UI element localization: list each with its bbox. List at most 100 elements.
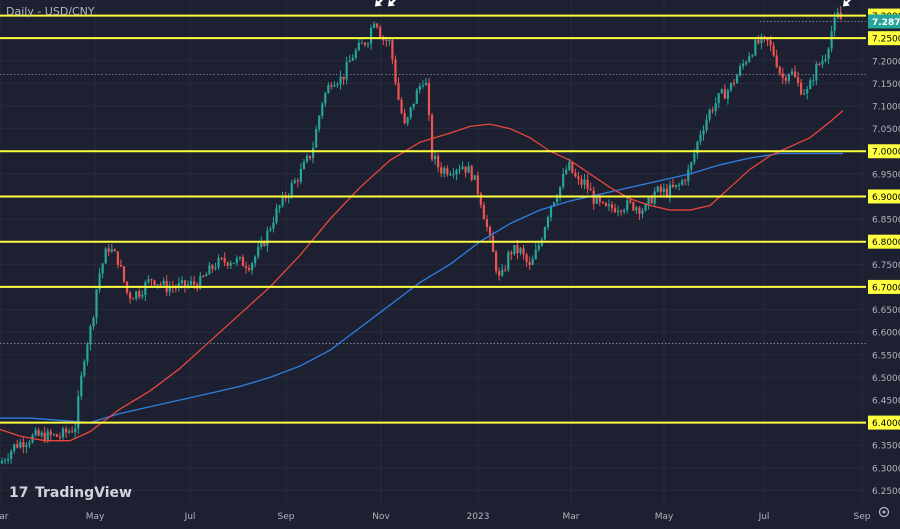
candle-body <box>513 245 516 254</box>
moving-averages <box>0 110 844 442</box>
candle-body <box>714 103 717 112</box>
candle-body <box>626 200 629 211</box>
candle-body <box>748 56 751 62</box>
candle-body <box>452 174 455 176</box>
candle-body <box>617 210 620 213</box>
candle-body <box>745 61 748 64</box>
candle-body <box>546 217 550 228</box>
candle-body <box>28 442 31 445</box>
level-badge-label: 6.7000 <box>872 283 900 293</box>
candle-body <box>238 256 241 259</box>
candle-body <box>790 71 794 75</box>
markers <box>375 0 852 7</box>
candle-body <box>113 249 116 252</box>
candle-body <box>552 202 556 206</box>
candle-body <box>735 75 739 84</box>
candle-body <box>3 460 7 462</box>
candle-body <box>525 254 528 262</box>
candle-body <box>613 208 617 213</box>
candle-body <box>635 207 638 211</box>
candle-body <box>174 287 177 289</box>
candle-body <box>208 265 211 275</box>
candle-body <box>263 241 266 246</box>
candle-body <box>159 284 162 286</box>
candle-body <box>135 291 138 299</box>
candle-body <box>711 109 714 112</box>
candle-body <box>833 17 836 31</box>
candle-body <box>815 63 818 81</box>
candle-body <box>376 23 379 28</box>
candle-body <box>122 266 126 282</box>
candle-body <box>363 42 367 45</box>
candle-body <box>379 27 382 38</box>
candle-body <box>574 172 577 177</box>
candle-body <box>40 432 43 436</box>
candle-body <box>571 161 574 173</box>
candle-body <box>464 166 467 173</box>
candle-body <box>687 169 690 182</box>
y-tick-label: 6.6500 <box>872 306 900 316</box>
candle-body <box>318 115 321 130</box>
last-price-badge <box>868 14 900 29</box>
candle-body <box>702 130 705 135</box>
candle-body <box>726 90 729 99</box>
level-badge <box>868 415 900 430</box>
candle-body <box>787 74 790 81</box>
candle-body <box>595 196 598 204</box>
candle-body <box>510 252 513 254</box>
candle-body <box>83 361 86 376</box>
candle-body <box>0 461 4 464</box>
candle-body <box>818 63 821 65</box>
candle-body <box>653 191 656 204</box>
candle-body <box>266 230 269 246</box>
candle-body <box>418 86 421 91</box>
level-badge <box>868 234 900 249</box>
candle-body <box>397 82 400 100</box>
candle-body <box>61 428 65 438</box>
candle-body <box>455 170 458 175</box>
candle-body <box>491 236 495 253</box>
candle-body <box>412 103 415 108</box>
candle-body <box>479 193 482 206</box>
candle-body <box>562 174 565 187</box>
candle-body <box>656 186 659 192</box>
candle-body <box>46 431 49 442</box>
candle-body <box>830 30 833 49</box>
candle-body <box>821 60 824 65</box>
candle-body <box>772 45 775 56</box>
candle-body <box>678 184 681 186</box>
candle-body <box>86 344 89 362</box>
y-tick-label: 6.6000 <box>872 329 900 339</box>
candle-body <box>498 271 501 276</box>
y-tick-label: 6.4500 <box>872 396 900 406</box>
candle-body <box>769 40 772 46</box>
settings-icon[interactable] <box>878 506 890 518</box>
candle-body <box>49 431 52 435</box>
candle-body <box>162 280 165 285</box>
y-tick-label: 6.3000 <box>872 464 900 474</box>
candle-body <box>89 326 92 345</box>
chart-title: Daily - USD/CNY <box>6 5 95 18</box>
gear-icon[interactable] <box>878 506 890 518</box>
candle-body <box>781 73 784 78</box>
x-tick-label: Jul <box>184 512 196 522</box>
candle-body <box>543 227 546 240</box>
candle-body <box>559 186 562 198</box>
candle-body <box>504 269 507 271</box>
candle-body <box>754 39 757 56</box>
last-price-label: 7.2870 <box>872 18 900 28</box>
candle-body <box>549 205 553 218</box>
candle-body <box>696 141 699 154</box>
candle-body <box>226 262 229 266</box>
candle-body <box>251 263 254 271</box>
candle-body <box>473 175 476 180</box>
candle-body <box>354 50 357 58</box>
candle-body <box>254 256 257 264</box>
candle-body <box>534 249 537 260</box>
horizontal-levels <box>0 14 866 424</box>
candle-body <box>760 36 763 44</box>
candle-body <box>244 266 248 269</box>
candle-body <box>360 42 363 44</box>
candle-body <box>391 40 394 60</box>
